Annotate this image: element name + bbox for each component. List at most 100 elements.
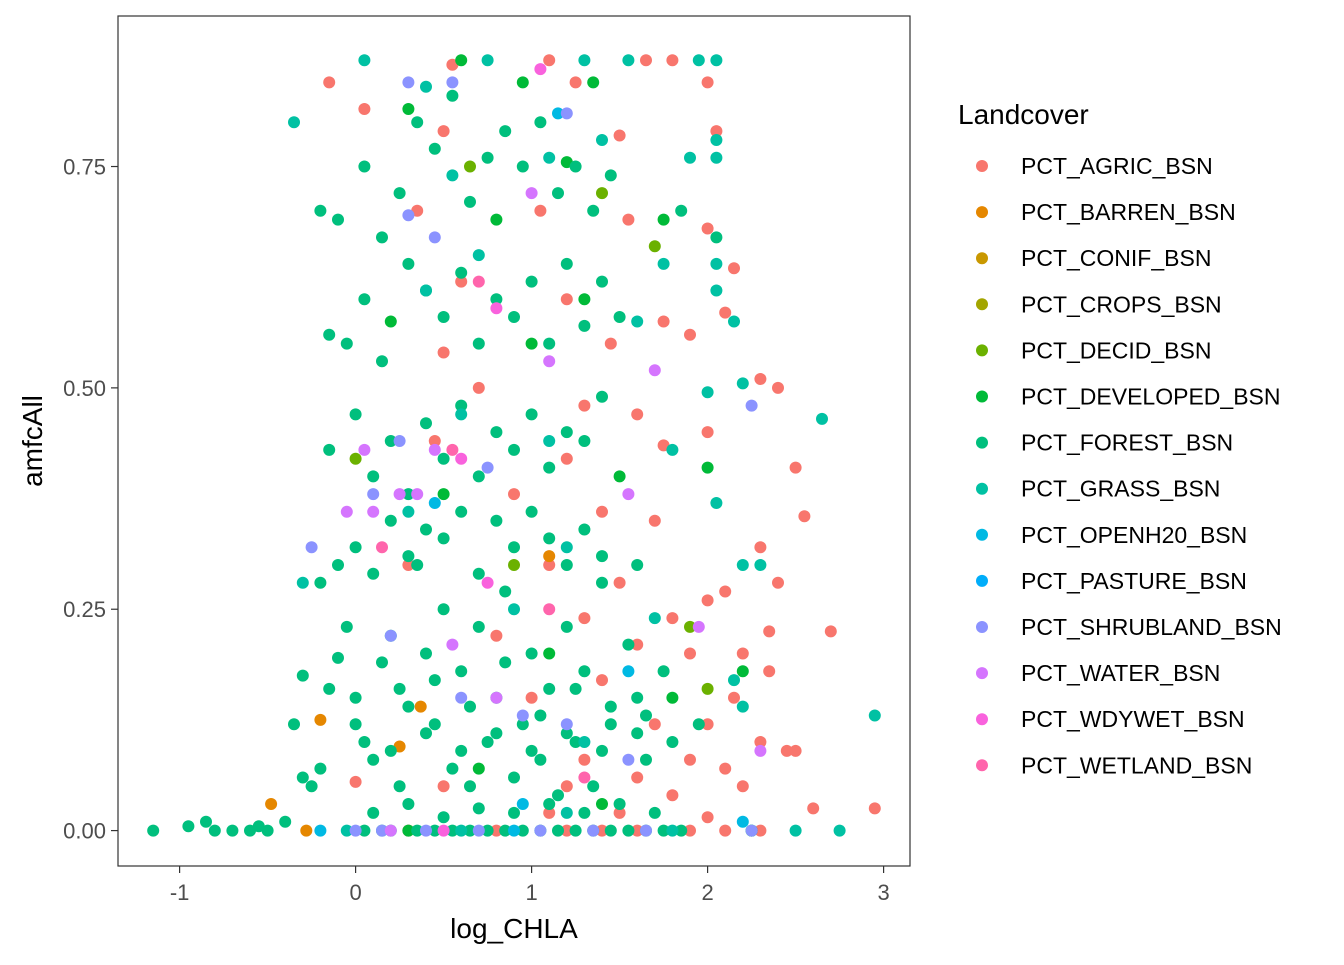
point-pct-forest-bsn-42 xyxy=(578,665,591,678)
point-pct-forest-bsn-152 xyxy=(490,727,503,740)
point-pct-grass-bsn-29 xyxy=(560,541,573,554)
point-pct-agric-bsn-51 xyxy=(736,647,749,660)
point-pct-developed-bsn-16 xyxy=(472,762,485,775)
point-pct-grass-bsn-0 xyxy=(288,116,300,129)
point-pct-grass-bsn-43 xyxy=(666,824,679,837)
point-pct-forest-bsn-91 xyxy=(367,470,380,483)
legend-key-pct-forest-bsn xyxy=(976,436,988,449)
legend-key-pct-agric-bsn xyxy=(976,160,988,172)
x-tick-label: 2 xyxy=(701,880,713,905)
point-pct-forest-bsn-83 xyxy=(525,275,538,288)
point-pct-forest-bsn-4 xyxy=(226,824,239,837)
point-pct-forest-bsn-46 xyxy=(613,798,626,810)
point-pct-agric-bsn-24 xyxy=(772,381,784,394)
point-pct-openh20-bsn-2 xyxy=(622,665,635,678)
point-pct-agric-bsn-27 xyxy=(631,408,644,421)
point-pct-forest-bsn-100 xyxy=(525,408,538,421)
point-pct-grass-bsn-26 xyxy=(666,443,679,456)
legend-label: PCT_DECID_BSN xyxy=(1021,337,1211,363)
point-pct-agric-bsn-55 xyxy=(525,691,538,704)
point-pct-forest-bsn-92 xyxy=(384,435,397,447)
point-pct-agric-bsn-63 xyxy=(631,771,644,784)
point-pct-forest-bsn-156 xyxy=(631,727,644,740)
point-pct-shrubland-bsn-18 xyxy=(472,824,485,837)
x-tick-label: 3 xyxy=(877,880,889,905)
point-pct-forest-bsn-87 xyxy=(596,275,608,288)
point-pct-forest-bsn-31 xyxy=(481,736,494,748)
point-pct-forest-bsn-76 xyxy=(402,257,415,270)
point-pct-forest-bsn-33 xyxy=(499,585,512,598)
point-pct-forest-bsn-72 xyxy=(323,328,336,341)
point-pct-water-bsn-3 xyxy=(340,505,353,518)
legend-key-pct-openh20-bsn xyxy=(976,528,988,541)
point-pct-grass-bsn-10 xyxy=(684,151,696,164)
point-pct-forest-bsn-50 xyxy=(648,806,661,819)
point-pct-agric-bsn-10 xyxy=(710,125,723,138)
point-pct-forest-bsn-30 xyxy=(472,620,485,633)
point-pct-openh20-bsn-0 xyxy=(552,107,564,120)
point-pct-agric-bsn-56 xyxy=(648,718,661,731)
legend-label: PCT_WDYWET_BSN xyxy=(1021,706,1245,732)
point-pct-agric-bsn-46 xyxy=(763,625,776,638)
point-pct-decid-bsn-4 xyxy=(508,559,520,571)
point-pct-grass-bsn-3 xyxy=(481,54,494,67)
point-pct-agric-bsn-50 xyxy=(684,647,696,660)
point-pct-forest-bsn-126 xyxy=(411,824,424,837)
point-pct-forest-bsn-19 xyxy=(376,656,388,669)
point-pct-shrubland-bsn-13 xyxy=(622,753,635,766)
point-pct-forest-bsn-93 xyxy=(402,488,415,501)
point-pct-grass-bsn-34 xyxy=(728,674,740,687)
point-pct-decid-bsn-1 xyxy=(464,160,476,173)
legend-key-pct-grass-bsn xyxy=(976,482,988,495)
point-pct-forest-bsn-130 xyxy=(481,824,494,837)
legend-label: PCT_WETLAND_BSN xyxy=(1021,752,1252,778)
point-pct-agric-bsn-13 xyxy=(622,213,635,226)
point-pct-forest-bsn-135 xyxy=(569,824,582,837)
point-pct-forest-bsn-43 xyxy=(587,780,600,793)
point-pct-forest-bsn-53 xyxy=(314,204,327,217)
point-pct-forest-bsn-102 xyxy=(560,426,573,439)
point-pct-forest-bsn-144 xyxy=(437,811,450,824)
point-pct-agric-bsn-42 xyxy=(701,594,714,607)
legend-label: PCT_DEVELOPED_BSN xyxy=(1021,384,1280,410)
point-pct-forest-bsn-151 xyxy=(455,744,468,757)
point-pct-forest-bsn-71 xyxy=(710,231,723,244)
point-pct-wdywet-bsn-1 xyxy=(490,302,503,315)
point-pct-developed-bsn-11 xyxy=(613,470,626,483)
point-pct-grass-bsn-20 xyxy=(631,315,644,328)
point-pct-agric-bsn-21 xyxy=(604,337,617,350)
point-pct-forest-bsn-64 xyxy=(516,160,529,173)
legend-title: Landcover xyxy=(958,99,1089,130)
point-pct-forest-bsn-108 xyxy=(367,567,380,580)
point-pct-shrubland-bsn-9 xyxy=(384,629,397,642)
point-pct-forest-bsn-82 xyxy=(508,311,520,323)
point-pct-agric-bsn-39 xyxy=(543,559,556,571)
point-pct-forest-bsn-148 xyxy=(578,806,591,819)
point-pct-shrubland-bsn-21 xyxy=(640,824,652,837)
point-pct-forest-bsn-147 xyxy=(543,798,556,810)
point-pct-forest-bsn-114 xyxy=(472,567,485,580)
point-pct-shrubland-bsn-10 xyxy=(455,691,468,704)
point-pct-agric-bsn-22 xyxy=(684,328,696,341)
point-pct-forest-bsn-149 xyxy=(384,744,397,757)
point-pct-agric-bsn-37 xyxy=(754,541,767,554)
point-pct-wetland-bsn-4 xyxy=(578,771,591,784)
point-pct-wdywet-bsn-0 xyxy=(481,576,494,589)
point-pct-forest-bsn-59 xyxy=(428,142,441,155)
point-pct-forest-bsn-85 xyxy=(560,257,573,270)
point-pct-agric-bsn-60 xyxy=(789,744,802,757)
point-pct-grass-bsn-16 xyxy=(472,249,485,262)
point-pct-agric-bsn-73 xyxy=(613,806,626,819)
point-pct-forest-bsn-68 xyxy=(587,204,600,217)
point-pct-agric-bsn-81 xyxy=(719,824,732,837)
point-pct-forest-bsn-97 xyxy=(472,470,485,483)
point-pct-forest-bsn-15 xyxy=(340,620,353,633)
point-pct-grass-bsn-25 xyxy=(543,435,556,447)
point-pct-agric-bsn-19 xyxy=(719,306,732,319)
legend-items: PCT_AGRIC_BSN PCT_BARREN_BSN PCT_CONIF_BSN… xyxy=(976,153,1282,778)
point-pct-forest-bsn-121 xyxy=(596,550,608,563)
point-pct-shrubland-bsn-7 xyxy=(367,488,380,501)
point-pct-wetland-bsn-1 xyxy=(446,443,459,456)
point-pct-developed-bsn-12 xyxy=(701,461,714,474)
point-pct-agric-bsn-34 xyxy=(596,505,608,518)
